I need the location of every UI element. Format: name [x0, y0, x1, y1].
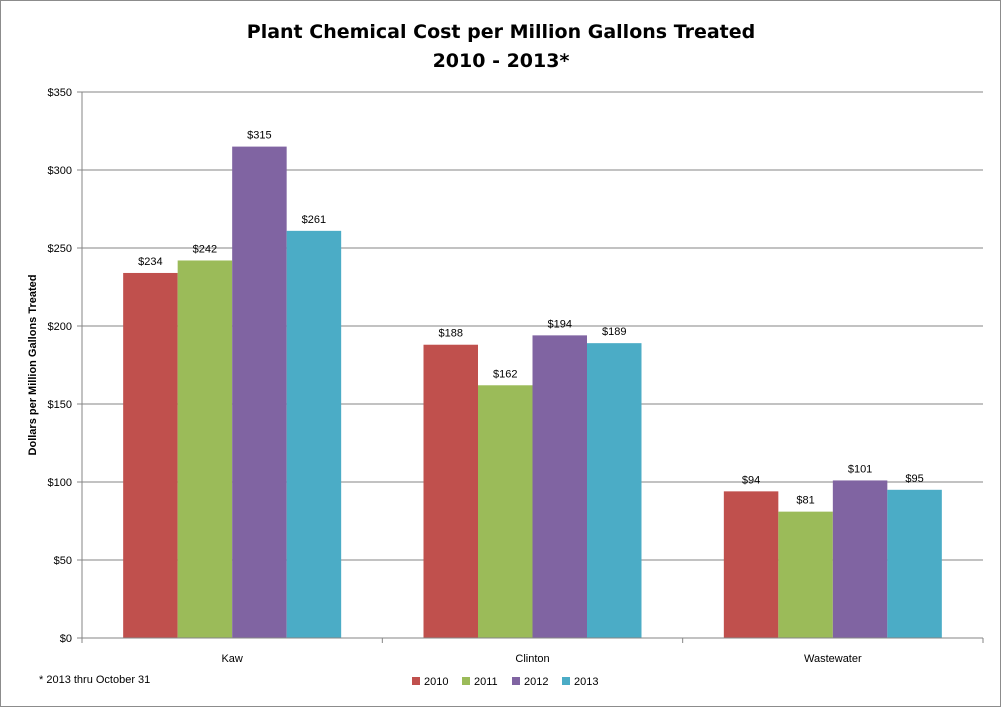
y-tick-label: $200	[48, 321, 72, 333]
data-label: $95	[905, 473, 923, 485]
y-tick-label: $0	[60, 633, 72, 645]
x-category-label: Clinton	[515, 653, 549, 665]
footnote: * 2013 thru October 31	[39, 674, 150, 686]
legend-swatch-2013	[562, 677, 570, 685]
chart-subtitle: 2010 - 2013*	[433, 50, 570, 72]
legend-label-2011: 2011	[474, 676, 498, 688]
bar-wastewater-2010	[723, 491, 779, 638]
bar-clinton-2010	[423, 344, 478, 638]
axes: $0 $50 $100 $150 $200 $250 $300 $350 Kaw Clinton W…	[48, 87, 984, 665]
bar-kaw-2013	[286, 230, 342, 638]
data-label: $188	[439, 328, 463, 340]
x-category-label: Kaw	[221, 653, 242, 665]
legend-label-2010: 2010	[424, 676, 448, 688]
y-tick-label: $250	[48, 243, 72, 255]
bar-clinton-2012	[532, 335, 587, 638]
y-tick-label: $350	[48, 87, 72, 99]
data-label: $242	[193, 243, 217, 255]
bar-clinton-2011	[478, 385, 533, 638]
y-tick-label: $50	[54, 555, 72, 567]
data-label: $101	[848, 463, 872, 475]
bars	[123, 146, 942, 638]
bar-wastewater-2013	[887, 489, 942, 638]
legend-swatch-2011	[462, 677, 470, 685]
y-tick-label: $150	[48, 399, 72, 411]
bar-wastewater-2012	[832, 480, 888, 638]
bar-kaw-2012	[232, 146, 287, 638]
data-label: $81	[796, 495, 814, 507]
x-category-label: Wastewater	[804, 653, 862, 665]
legend-swatch-2010	[412, 677, 420, 685]
y-axis-title: Dollars per Million Gallons Treated	[27, 275, 39, 456]
data-label: $234	[138, 256, 162, 268]
data-label: $194	[548, 318, 572, 330]
legend-label-2013: 2013	[574, 676, 598, 688]
data-label: $261	[302, 214, 326, 226]
bar-kaw-2010	[123, 272, 178, 638]
chart-title: Plant Chemical Cost per Million Gallons …	[247, 21, 755, 43]
data-label: $94	[742, 474, 760, 486]
y-tick-label: $100	[48, 477, 72, 489]
y-tick-label: $300	[48, 165, 72, 177]
bar-kaw-2011	[177, 260, 233, 638]
legend-label-2012: 2012	[524, 676, 548, 688]
data-label: $189	[602, 326, 626, 338]
data-labels: $234 $242 $315 $261 $188 $162 $194 $189 $94 $81 $1…	[138, 130, 924, 507]
bar-clinton-2013	[587, 343, 642, 638]
data-label: $315	[247, 130, 271, 142]
legend: 2010 2011 2012 2013	[412, 676, 598, 688]
bar-wastewater-2011	[778, 511, 833, 638]
data-label: $162	[493, 368, 517, 380]
legend-swatch-2012	[512, 677, 520, 685]
